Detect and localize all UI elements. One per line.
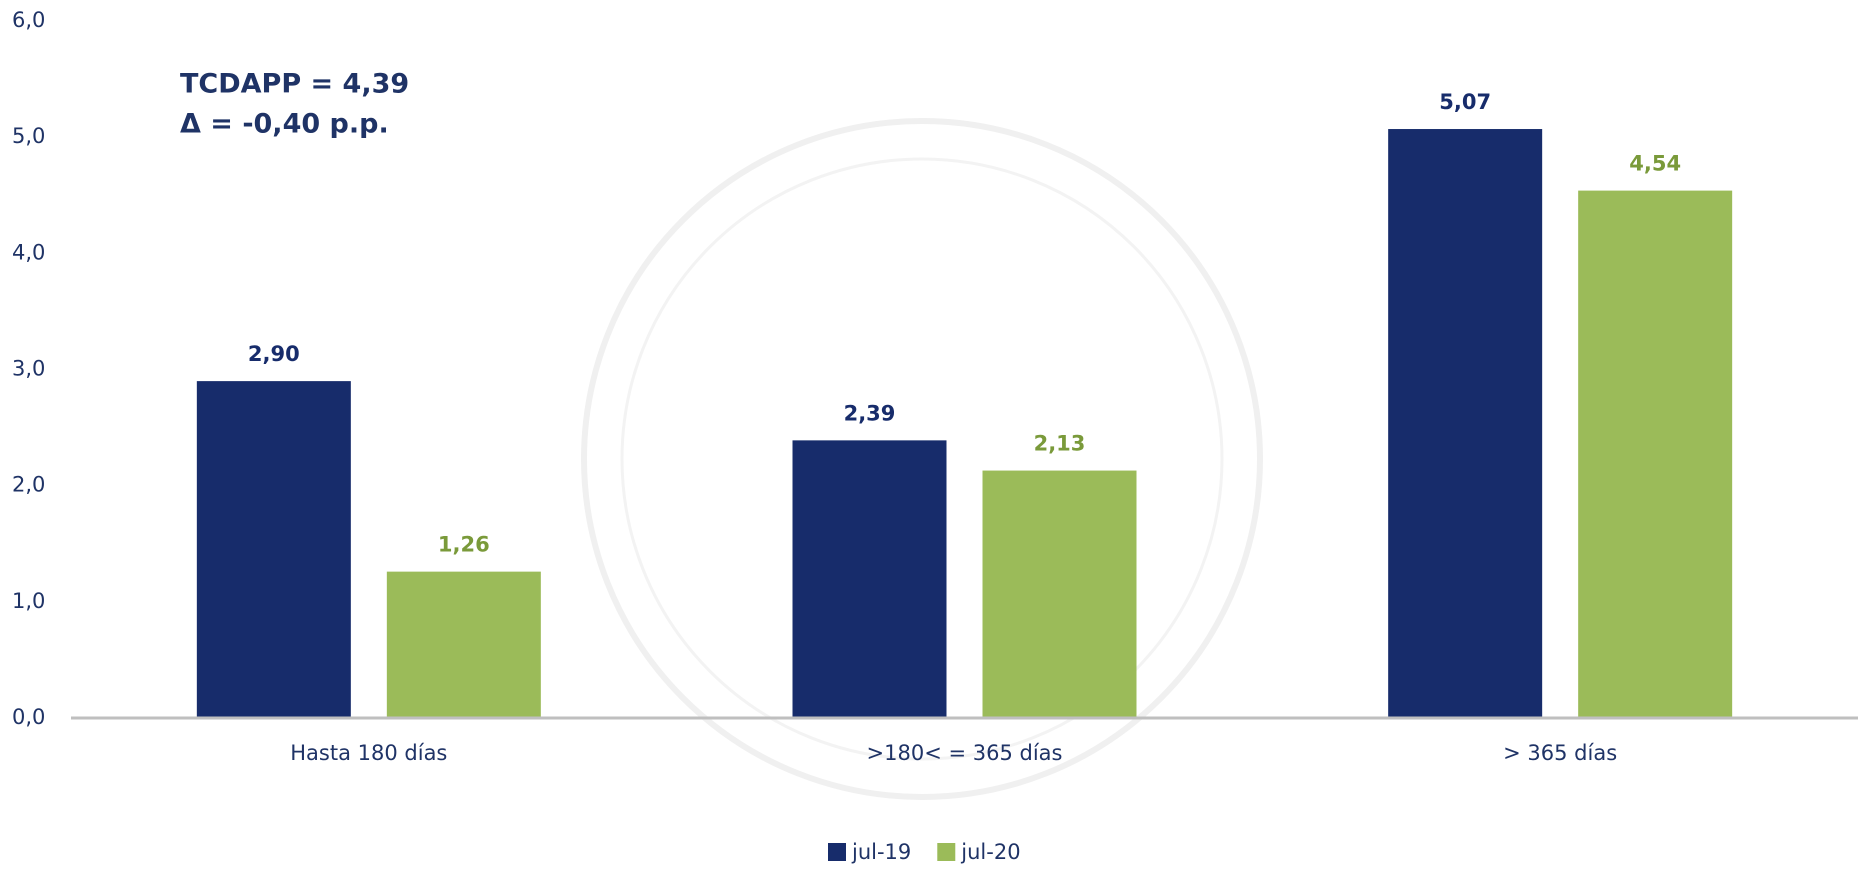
legend-label: jul-19 (851, 840, 911, 864)
data-label: 2,13 (1034, 432, 1086, 456)
y-tick-label: 5,0 (12, 124, 45, 148)
x-tick-label: > 365 días (1503, 741, 1617, 765)
annotation: Δ = -0,40 p.p. (180, 109, 389, 140)
y-tick-label: 6,0 (12, 8, 45, 32)
y-tick-label: 0,0 (12, 705, 45, 729)
y-tick-label: 1,0 (12, 589, 45, 613)
watermark (581, 118, 1263, 800)
x-tick-label: >180< = 365 días (867, 741, 1063, 765)
bar (1578, 190, 1733, 718)
y-tick-label: 2,0 (12, 473, 45, 497)
legend-swatch (828, 843, 846, 861)
annotation: TCDAPP = 4,39 (180, 69, 409, 100)
bar (196, 381, 351, 718)
data-label: 5,07 (1439, 90, 1491, 114)
x-tick-label: Hasta 180 días (290, 741, 447, 765)
data-label: 1,26 (438, 533, 490, 557)
legend-swatch (937, 843, 956, 861)
y-tick-label: 4,0 (12, 240, 45, 264)
data-label: 4,54 (1629, 152, 1681, 176)
bar (386, 571, 541, 718)
y-tick-label: 3,0 (12, 357, 45, 381)
bar (982, 470, 1137, 718)
data-label: 2,39 (844, 401, 896, 425)
bar (1388, 129, 1543, 718)
bar (792, 440, 947, 718)
watermark (620, 157, 1224, 761)
data-label: 2,90 (248, 342, 300, 366)
legend-label: jul-20 (960, 840, 1020, 864)
